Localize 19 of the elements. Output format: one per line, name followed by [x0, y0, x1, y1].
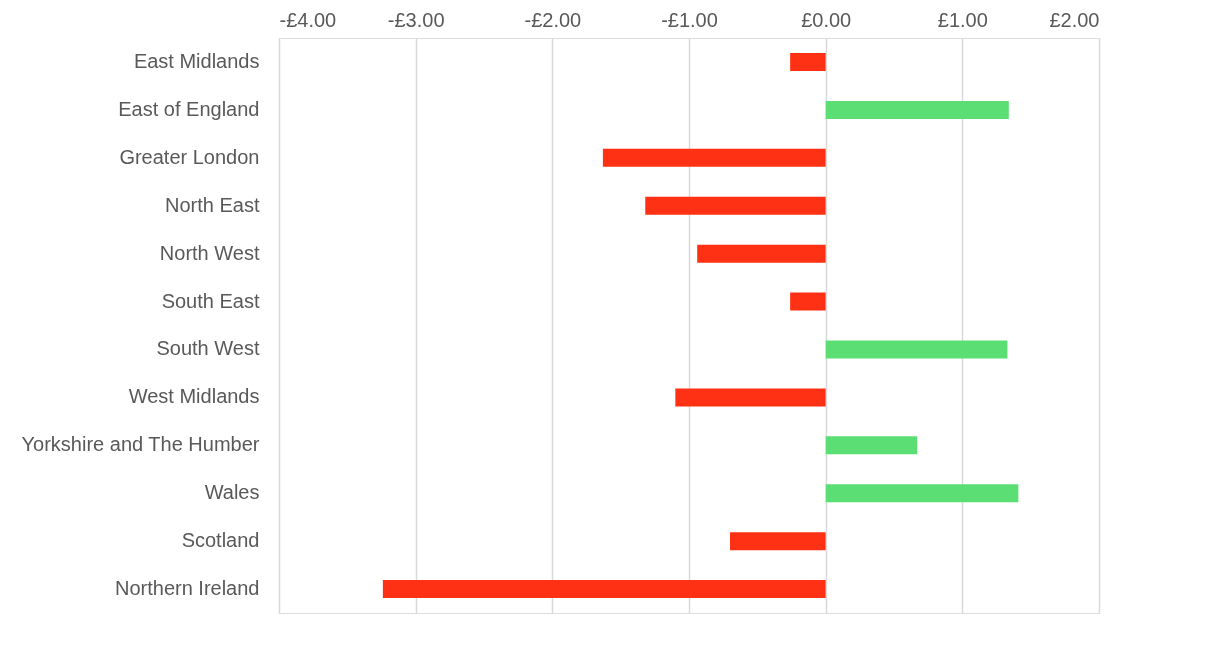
y-tick-label: Yorkshire and The Humber	[21, 433, 260, 456]
y-tick-label: Scotland	[181, 529, 260, 552]
y-tick-label: South West	[156, 337, 260, 360]
y-tick-label: South East	[161, 289, 260, 312]
y-tick-label: East of England	[118, 97, 260, 120]
y-tick-label: Wales	[204, 481, 260, 504]
x-tick-label: -£1.00	[661, 8, 718, 31]
y-tick-label: Greater London	[119, 145, 260, 168]
y-tick-label: North East	[165, 193, 260, 216]
x-tick-label: £2.00	[1049, 8, 1100, 31]
y-tick-label: West Midlands	[128, 385, 260, 408]
y-tick-label: North West	[159, 241, 260, 264]
x-tick-label: £0.00	[801, 8, 852, 31]
x-tick-label: £1.00	[937, 8, 988, 31]
y-tick-label: Northern Ireland	[114, 577, 260, 600]
y-tick-label: East Midlands	[133, 49, 260, 72]
x-tick-label: -£3.00	[387, 8, 445, 31]
x-tick-label: -£2.00	[524, 8, 582, 31]
x-tick-label: -£4.00	[279, 8, 337, 31]
